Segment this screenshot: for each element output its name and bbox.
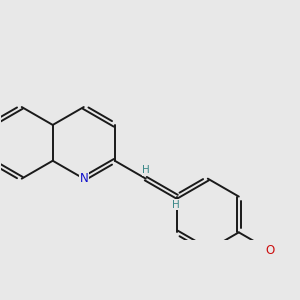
Text: H: H bbox=[172, 200, 180, 210]
Text: O: O bbox=[265, 244, 274, 257]
Text: H: H bbox=[142, 165, 150, 175]
Text: N: N bbox=[80, 172, 88, 185]
